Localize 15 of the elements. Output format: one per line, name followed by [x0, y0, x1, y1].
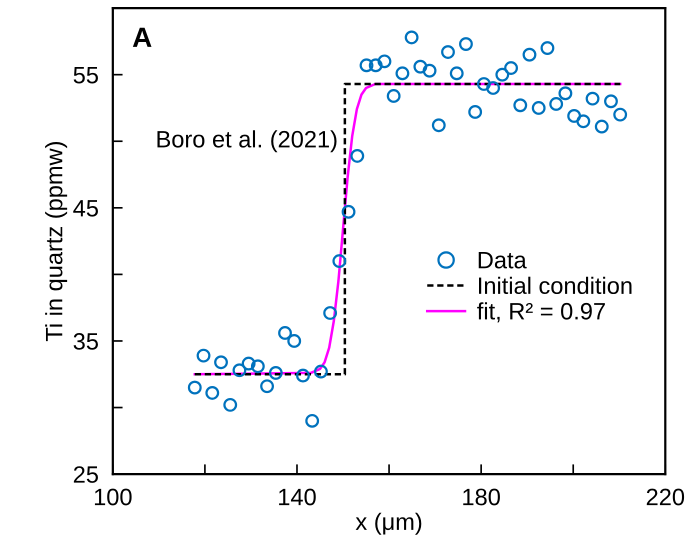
- annotation: Boro et al. (2021): [157, 130, 337, 152]
- y-tick-label: 25: [74, 466, 98, 483]
- legend-label: Data: [478, 252, 527, 268]
- y-tick-label: 55: [74, 66, 98, 84]
- y-tick-label: 35: [74, 333, 98, 350]
- y-axis-title: Ti in quartz (ppmw): [45, 142, 68, 342]
- x-tick-label: 220: [646, 488, 684, 506]
- x-axis-title: x (μm): [356, 512, 422, 535]
- y-tick-label: 45: [73, 200, 98, 217]
- x-tick-label: 100: [94, 488, 132, 506]
- x-tick-label: 140: [279, 488, 316, 506]
- legend-label: Initial condition: [478, 276, 632, 294]
- x-tick-label: 180: [463, 488, 500, 506]
- legend-label: fit, R² = 0.97: [477, 302, 605, 322]
- annotation: A: [132, 28, 152, 47]
